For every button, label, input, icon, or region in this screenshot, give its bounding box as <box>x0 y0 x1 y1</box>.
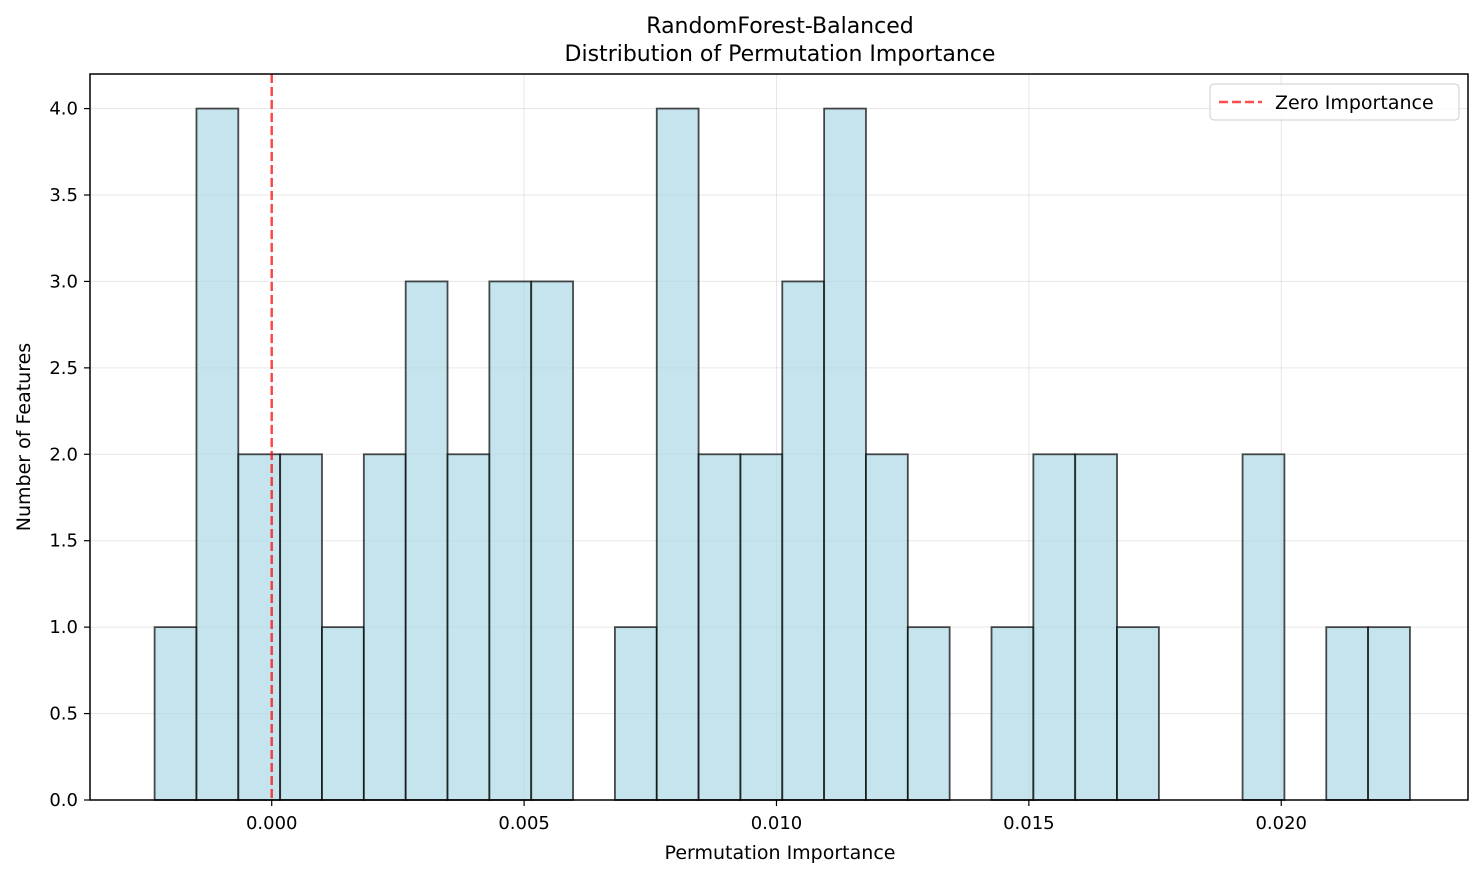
histogram-bar-1 <box>195 107 240 801</box>
x-tick-label-4: 0.020 <box>1255 813 1307 834</box>
histogram-bar-2 <box>237 453 282 801</box>
y-axis-label: Number of Features <box>13 343 35 531</box>
legend: Zero Importance <box>1209 83 1460 121</box>
legend-box <box>1209 83 1460 121</box>
y-tick-label-7: 3.5 <box>49 185 78 206</box>
histogram-bar-5 <box>362 453 407 801</box>
chart-title-line1: RandomForest-Balanced <box>646 14 913 39</box>
histogram-bar-18 <box>906 626 951 801</box>
histogram-bar-11 <box>614 626 658 801</box>
histogram-bar-14 <box>739 453 784 801</box>
histogram-bar-3 <box>279 453 323 801</box>
histogram-bar-17 <box>865 453 909 801</box>
histogram-bar-12 <box>655 107 700 801</box>
histogram-bar-28 <box>1325 626 1370 801</box>
histogram-bar-20 <box>990 626 1035 801</box>
histogram-bar-26 <box>1241 453 1286 801</box>
x-axis-ticks: 0.000 0.005 0.010 0.015 0.020 <box>246 800 1307 834</box>
y-tick-label-3: 1.5 <box>49 531 78 552</box>
y-tick-label-2: 1.0 <box>49 617 78 638</box>
histogram-bar-16 <box>823 107 867 801</box>
chart-title-line2: Distribution of Permutation Importance <box>565 42 996 67</box>
histogram-bar-23 <box>1116 626 1160 801</box>
histogram-bar-15 <box>781 280 826 801</box>
y-tick-label-1: 0.5 <box>49 704 78 725</box>
x-tick-label-2: 0.010 <box>751 813 803 834</box>
histogram-bar-13 <box>697 453 742 801</box>
legend-label: Zero Importance <box>1275 92 1434 114</box>
y-axis-ticks: 0.0 0.5 1.0 1.5 2.0 2.5 3.0 3.5 4.0 <box>49 99 90 811</box>
x-tick-label-0: 0.000 <box>246 813 298 834</box>
histogram-bar-21 <box>1032 453 1077 801</box>
histogram-bar-22 <box>1074 453 1118 801</box>
y-tick-label-8: 4.0 <box>49 99 78 120</box>
histogram-bar-29 <box>1367 626 1411 801</box>
y-tick-label-0: 0.0 <box>49 790 78 811</box>
histogram-bar-8 <box>488 280 533 801</box>
histogram-bar-6 <box>404 280 449 801</box>
x-axis-label: Permutation Importance <box>665 842 896 864</box>
histogram-bars <box>153 107 1411 801</box>
histogram-bar-0 <box>153 626 198 801</box>
y-tick-label-6: 3.0 <box>49 271 78 292</box>
y-tick-label-4: 2.0 <box>49 444 78 465</box>
axes-frame <box>89 73 1469 801</box>
x-tick-label-3: 0.015 <box>1003 813 1055 834</box>
x-tick-label-1: 0.005 <box>498 813 550 834</box>
histogram-bar-4 <box>321 626 365 801</box>
histogram-bar-7 <box>446 453 491 801</box>
histogram-bar-9 <box>530 280 574 801</box>
y-tick-label-5: 2.5 <box>49 358 78 379</box>
